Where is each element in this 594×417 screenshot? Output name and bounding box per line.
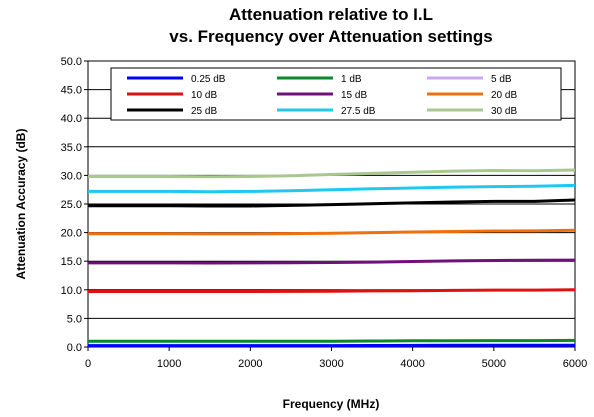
- series-line-7: [88, 183, 576, 194]
- legend-label-7: 27.5 dB: [341, 106, 376, 117]
- legend-label-0: 0.25 dB: [191, 74, 226, 85]
- x-axis-title: Frequency (MHz): [283, 397, 380, 411]
- y-tick-label-4: 20.0: [61, 228, 82, 240]
- legend-label-4: 15 dB: [341, 90, 367, 101]
- y-tick-label-10: 50.0: [61, 56, 82, 68]
- legend-label-1: 1 dB: [341, 74, 362, 85]
- chart-title-line-2: vs. Frequency over Attenuation settings: [169, 27, 492, 46]
- y-axis-title: Attenuation Accuracy (dB): [14, 129, 28, 280]
- y-tick-label-7: 35.0: [61, 142, 82, 154]
- series-line-1: [88, 338, 576, 343]
- y-tick-label-0: 0.0: [67, 342, 82, 354]
- series-line-8: [88, 168, 576, 179]
- legend-label-8: 30 dB: [491, 106, 517, 117]
- x-tick-label-4: 4000: [400, 358, 424, 370]
- legend-label-3: 10 dB: [191, 90, 217, 101]
- series-line-5: [88, 228, 576, 236]
- y-tick-label-6: 30.0: [61, 170, 82, 182]
- legend-label-6: 25 dB: [191, 106, 217, 117]
- y-tick-label-2: 10.0: [61, 285, 82, 297]
- x-tick-label-6: 6000: [563, 358, 587, 370]
- x-tick-label-0: 0: [85, 358, 91, 370]
- x-tick-label-1: 1000: [157, 358, 181, 370]
- y-tick-label-9: 45.0: [61, 85, 82, 97]
- x-tick-label-5: 5000: [482, 358, 506, 370]
- y-tick-label-1: 5.0: [67, 313, 82, 325]
- legend-label-2: 5 dB: [491, 74, 512, 85]
- x-tick-label-3: 3000: [319, 358, 343, 370]
- y-tick-label-3: 15.0: [61, 256, 82, 268]
- chart-title-line-1: Attenuation relative to I.L: [229, 5, 433, 24]
- series-line-3: [88, 288, 576, 293]
- series-line-4: [88, 258, 576, 265]
- legend-label-5: 20 dB: [491, 90, 517, 101]
- series-line-6: [88, 198, 576, 208]
- legend-box: [110, 67, 562, 121]
- y-tick-label-5: 25.0: [61, 199, 82, 211]
- x-tick-label-2: 2000: [238, 358, 262, 370]
- y-tick-label-8: 40.0: [61, 113, 82, 125]
